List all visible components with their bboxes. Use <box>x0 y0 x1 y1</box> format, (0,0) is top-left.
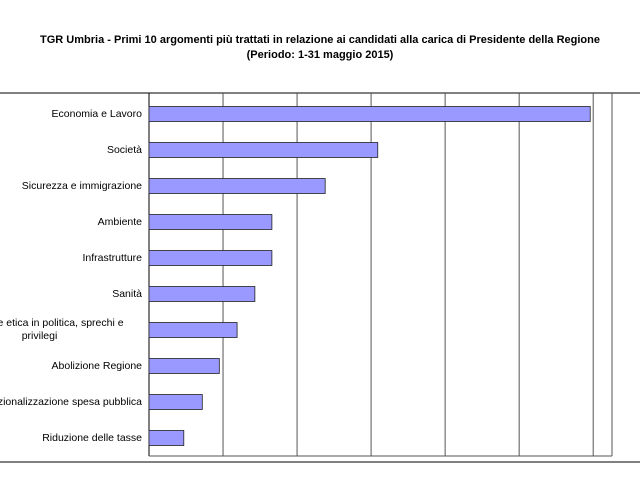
y-tick-label: Questione etica in politica, sprechi e p… <box>0 317 124 342</box>
chart-title-block: TGR Umbria - Primi 10 argomenti più trat… <box>40 33 600 63</box>
bar <box>148 358 220 374</box>
y-tick-label-box: Infrastrutture <box>0 252 142 265</box>
bar <box>148 178 326 194</box>
y-tick-label: Sicurezza e immigrazione <box>21 179 142 192</box>
bar <box>148 250 273 266</box>
bar <box>148 106 591 122</box>
bar <box>148 430 185 446</box>
y-tick-label-box: Razionalizzazione spesa pubblica <box>0 396 142 409</box>
y-tick-label: Economia e Lavoro <box>51 107 142 120</box>
y-tick-label: Abolizione Regione <box>51 359 142 372</box>
y-tick-label-box: Abolizione Regione <box>0 360 142 373</box>
bar <box>148 142 379 158</box>
y-tick-label-box: Ambiente <box>0 216 142 229</box>
y-tick-label: Razionalizzazione spesa pubblica <box>0 395 142 408</box>
chart-title: TGR Umbria - Primi 10 argomenti più trat… <box>40 34 600 46</box>
bar <box>148 214 273 230</box>
y-tick-label-box: Riduzione delle tasse <box>0 432 142 445</box>
y-tick-label-box: Società <box>0 144 142 157</box>
y-tick-label-box: Economia e Lavoro <box>0 108 142 121</box>
bar <box>148 394 203 410</box>
y-tick-label: Infrastrutture <box>82 251 142 264</box>
bar <box>148 322 238 338</box>
y-tick-label: Riduzione delle tasse <box>42 431 142 444</box>
y-tick-label-box: Questione etica in politica, sprechi e p… <box>0 317 142 343</box>
y-tick-label-box: Sicurezza e immigrazione <box>0 180 142 193</box>
y-tick-label: Sanità <box>112 287 142 300</box>
bar <box>148 286 256 302</box>
chart-subtitle: (Periodo: 1-31 maggio 2015) <box>246 49 394 61</box>
y-tick-label-box: Sanità <box>0 288 142 301</box>
y-tick-label: Ambiente <box>97 215 142 228</box>
y-tick-label: Società <box>106 143 142 156</box>
